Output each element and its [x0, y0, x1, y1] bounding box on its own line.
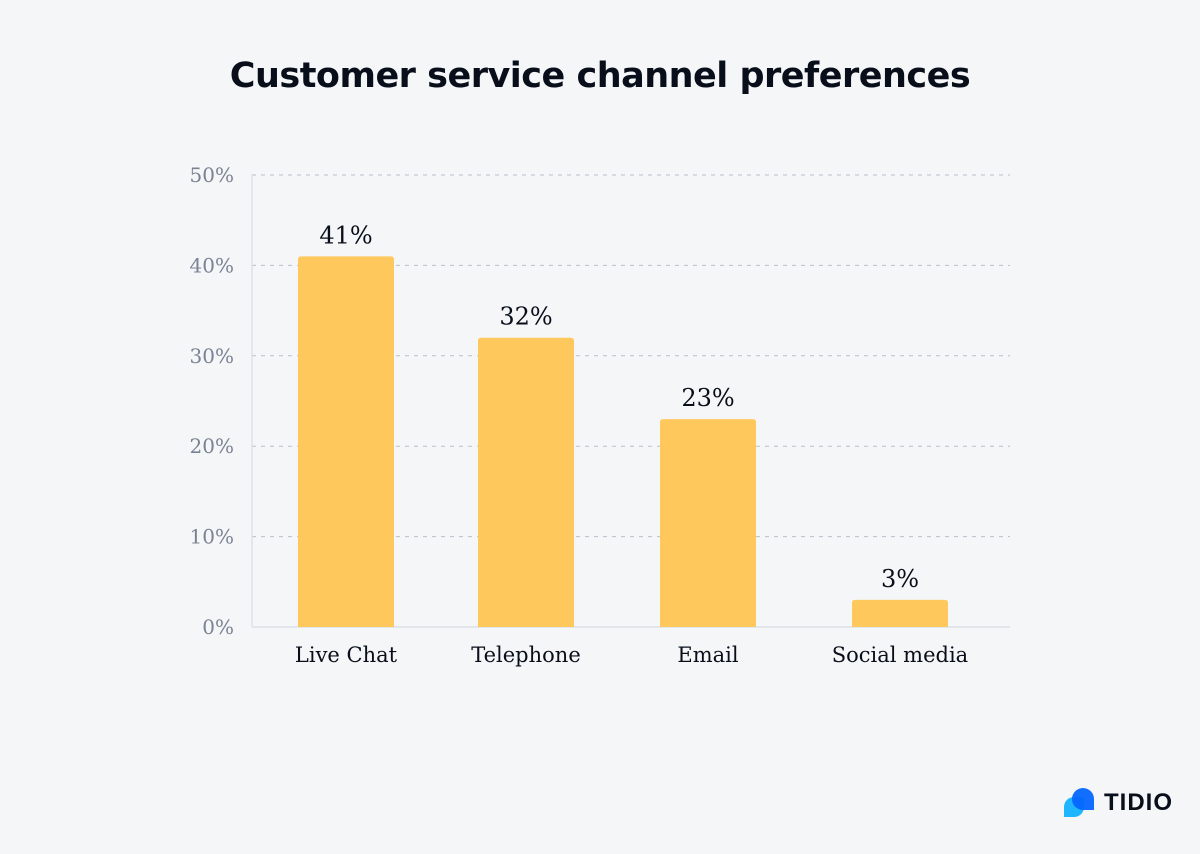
tidio-logo: TIDIO [1062, 787, 1173, 819]
y-tick-label: 10% [190, 525, 234, 549]
y-tick-label: 50% [190, 163, 234, 187]
y-tick-label: 30% [190, 344, 234, 368]
data-label: 3% [881, 565, 919, 593]
y-tick-label: 20% [190, 434, 234, 458]
bar [660, 419, 756, 627]
bar [298, 256, 394, 627]
data-label: 32% [499, 303, 552, 331]
x-tick-label: Email [677, 643, 738, 667]
tidio-logo-text: TIDIO [1104, 789, 1173, 816]
data-label: 23% [681, 384, 734, 412]
data-label: 41% [319, 221, 372, 249]
bar [478, 337, 574, 627]
tidio-logo-icon [1064, 788, 1094, 817]
y-tick-label: 40% [190, 253, 234, 277]
chart-title: Customer service channel preferences [229, 56, 971, 96]
x-tick-label: Live Chat [295, 643, 398, 667]
x-tick-label: Telephone [471, 643, 581, 667]
y-tick-label: 0% [202, 615, 234, 639]
bar [852, 599, 948, 627]
x-tick-label: Social media [832, 643, 968, 667]
